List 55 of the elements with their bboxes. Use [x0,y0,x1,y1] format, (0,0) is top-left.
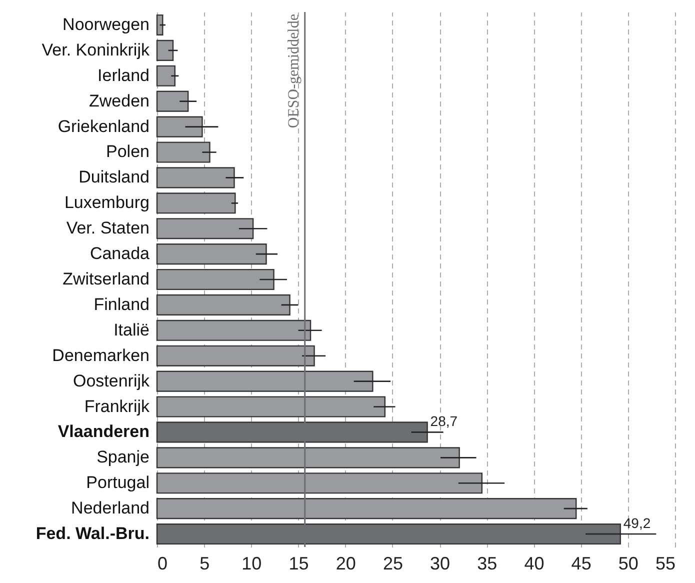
bar [156,142,210,163]
bar [156,294,290,316]
bar [156,396,386,418]
ref-line-label: OESO-gemiddelde [286,14,302,128]
x-tick-label: 10 [242,554,262,574]
x-tick-label: 45 [571,554,592,574]
bar [156,268,274,290]
bar [156,192,236,214]
y-tick-label: Denemarken [52,346,150,365]
bar [156,167,235,188]
bar [156,320,312,341]
y-tick-label: Ver. Koninkrijk [42,40,150,60]
y-tick-label: Ver. Staten [66,218,150,238]
bar [156,116,203,138]
y-tick-label: Polen [106,142,150,162]
x-tick-label: 25 [382,554,403,574]
y-tick-label: Vlaanderen [58,422,150,442]
x-tick-label: 35 [477,554,498,574]
y-tick-label: Noorwegen [62,14,150,34]
y-tick-label: Italië [114,320,150,340]
bar [156,370,374,392]
x-tick-label: 55 [655,554,676,574]
y-tick-label: Zweden [89,91,150,110]
x-tick-label: 15 [288,554,309,574]
bar [156,447,460,468]
bar [156,14,164,36]
y-tick-label: Ierland [98,66,150,85]
x-tick-label: 0 [158,554,168,574]
y-tick-label: Griekenland [58,116,150,136]
bar [156,498,577,520]
bar [156,65,176,86]
bar [156,244,267,265]
data-label: 28,7 [430,413,458,430]
x-tick-label: 50 [618,554,638,574]
y-tick-label: Luxemburg [64,193,150,212]
data-label: 49,2 [623,515,651,532]
y-tick-label: Spanje [96,448,150,467]
bar [156,218,254,240]
y-tick-label: Canada [90,244,150,264]
y-tick-label: Frankrijk [84,396,150,416]
x-tick-label: 20 [336,554,356,574]
x-tick-label: 40 [524,554,544,574]
bar [156,90,189,112]
y-tick-label: Finland [94,294,150,314]
y-tick-label: Duitsland [78,168,150,187]
x-tick-label: 30 [430,554,450,574]
y-tick-label: Nederland [71,498,150,518]
x-tick-label: 5 [200,554,210,574]
bar [156,40,174,61]
y-tick-label: Oostenrijk [72,371,150,390]
y-tick-label: Fed. Wal.-Bru. [36,524,150,544]
y-tick-label: Zwitserland [62,270,150,288]
y-tick-label: Portugal [86,473,150,492]
bar [156,472,483,494]
bar [156,345,315,366]
